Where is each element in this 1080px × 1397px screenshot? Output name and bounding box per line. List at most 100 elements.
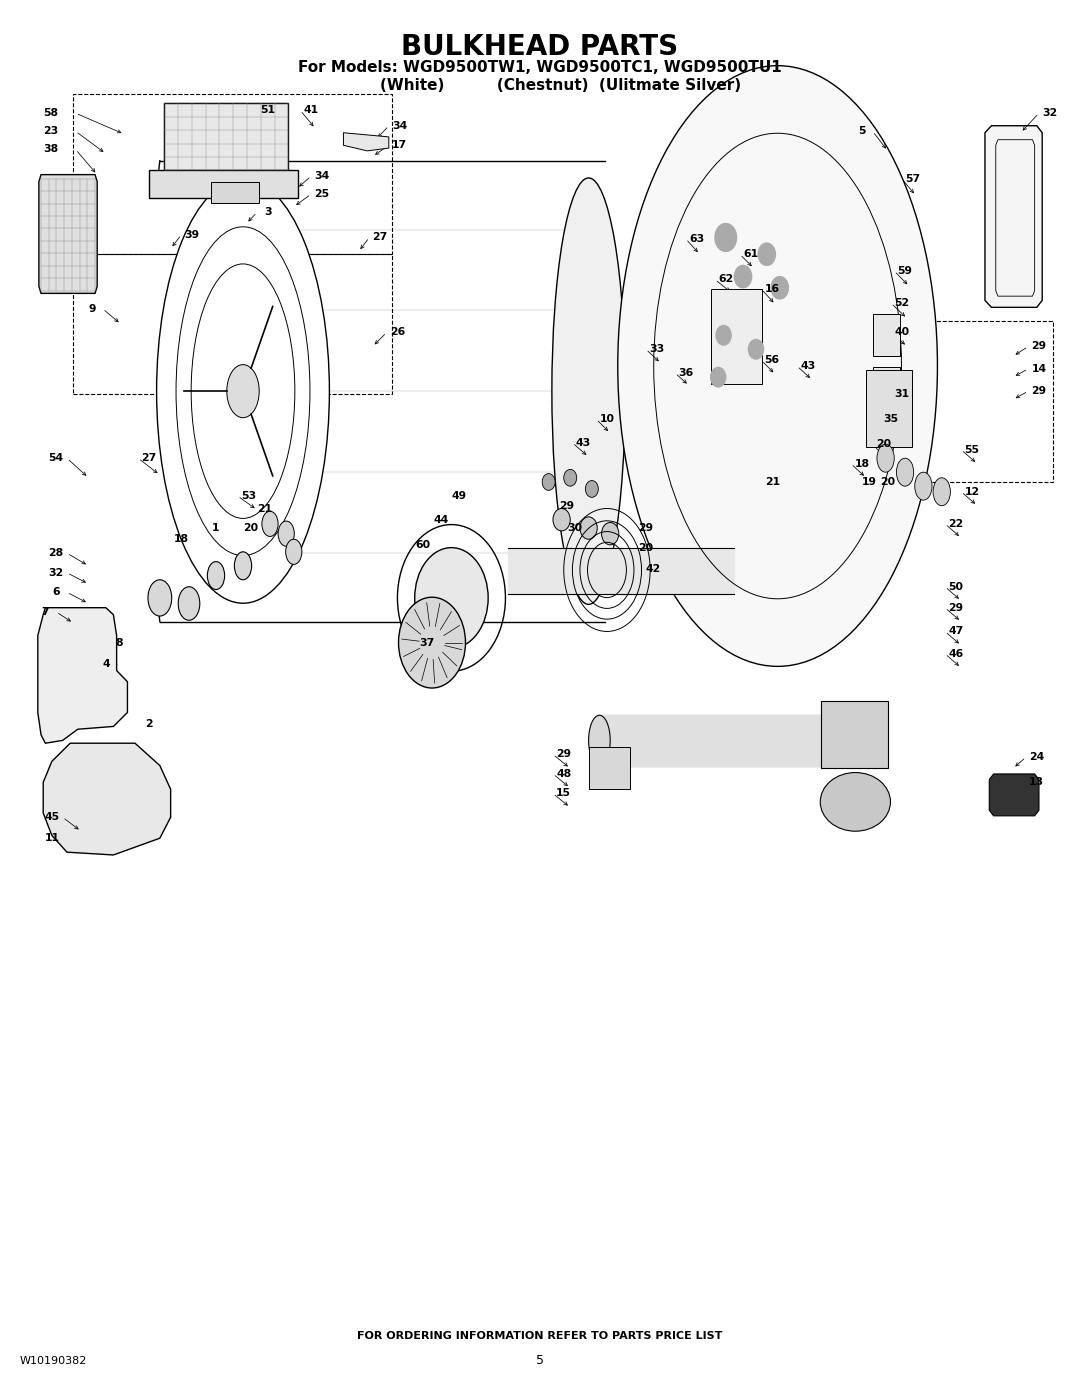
Text: 20: 20 bbox=[243, 522, 258, 534]
Text: 2: 2 bbox=[145, 718, 153, 729]
Text: 7: 7 bbox=[41, 606, 50, 617]
Text: 22: 22 bbox=[948, 518, 963, 529]
Text: 18: 18 bbox=[854, 458, 869, 469]
Text: 1: 1 bbox=[213, 522, 219, 534]
Text: 18: 18 bbox=[174, 534, 189, 545]
Text: 43: 43 bbox=[576, 437, 591, 448]
Circle shape bbox=[716, 326, 731, 345]
Ellipse shape bbox=[261, 511, 279, 536]
Text: 33: 33 bbox=[649, 344, 664, 355]
Text: 39: 39 bbox=[185, 229, 200, 240]
Ellipse shape bbox=[227, 365, 259, 418]
Text: 55: 55 bbox=[964, 444, 980, 455]
Text: 30: 30 bbox=[567, 522, 582, 534]
Ellipse shape bbox=[552, 177, 625, 605]
Text: 62: 62 bbox=[718, 274, 733, 285]
Circle shape bbox=[711, 367, 726, 387]
Text: 32: 32 bbox=[49, 567, 64, 578]
Ellipse shape bbox=[933, 478, 950, 506]
Bar bbox=[73, 254, 392, 394]
Text: 35: 35 bbox=[883, 414, 899, 425]
Text: 52: 52 bbox=[894, 298, 909, 309]
Text: 10: 10 bbox=[599, 414, 615, 425]
Polygon shape bbox=[989, 774, 1039, 816]
Bar bbox=[211, 182, 259, 203]
Circle shape bbox=[564, 469, 577, 486]
Text: 63: 63 bbox=[689, 233, 704, 244]
Text: 23: 23 bbox=[43, 126, 58, 137]
Text: 34: 34 bbox=[314, 170, 329, 182]
Text: 29: 29 bbox=[948, 602, 963, 613]
Bar bbox=[164, 103, 288, 170]
Circle shape bbox=[585, 481, 598, 497]
Text: 42: 42 bbox=[646, 563, 661, 574]
Ellipse shape bbox=[877, 444, 894, 472]
Bar bbox=[73, 94, 392, 254]
Text: 59: 59 bbox=[897, 265, 913, 277]
Bar bbox=[589, 747, 630, 789]
Circle shape bbox=[734, 265, 752, 288]
Text: 6: 6 bbox=[52, 587, 60, 598]
Text: 31: 31 bbox=[894, 388, 909, 400]
Text: 14: 14 bbox=[1031, 363, 1047, 374]
Text: 16: 16 bbox=[765, 284, 780, 295]
Circle shape bbox=[542, 474, 555, 490]
Text: 17: 17 bbox=[392, 140, 407, 151]
Text: 40: 40 bbox=[894, 327, 909, 338]
Circle shape bbox=[771, 277, 788, 299]
Circle shape bbox=[602, 522, 619, 545]
Text: 29: 29 bbox=[1031, 341, 1047, 352]
Text: 49: 49 bbox=[451, 490, 467, 502]
Ellipse shape bbox=[234, 552, 252, 580]
Text: 51: 51 bbox=[260, 105, 275, 116]
Polygon shape bbox=[38, 608, 127, 743]
Text: 61: 61 bbox=[743, 249, 758, 260]
Text: 25: 25 bbox=[314, 189, 329, 200]
Text: BULKHEAD PARTS: BULKHEAD PARTS bbox=[402, 34, 678, 61]
Text: 48: 48 bbox=[556, 768, 571, 780]
Circle shape bbox=[748, 339, 764, 359]
Text: 45: 45 bbox=[44, 812, 59, 823]
Text: 60: 60 bbox=[416, 539, 431, 550]
Bar bbox=[873, 314, 900, 356]
Polygon shape bbox=[985, 126, 1042, 307]
Ellipse shape bbox=[207, 562, 225, 590]
Text: 4: 4 bbox=[102, 658, 110, 669]
Text: 29: 29 bbox=[559, 500, 575, 511]
Text: 11: 11 bbox=[44, 833, 59, 844]
Text: 5: 5 bbox=[859, 126, 865, 137]
Text: For Models: WGD9500TW1, WGD9500TC1, WGD9500TU1: For Models: WGD9500TW1, WGD9500TC1, WGD9… bbox=[298, 60, 782, 74]
Text: 8: 8 bbox=[116, 637, 122, 648]
Ellipse shape bbox=[157, 179, 329, 604]
Text: 53: 53 bbox=[241, 490, 256, 502]
Ellipse shape bbox=[399, 597, 465, 689]
Text: 20: 20 bbox=[876, 439, 891, 450]
Text: 20: 20 bbox=[638, 542, 653, 553]
Bar bbox=[711, 289, 762, 384]
Text: 56: 56 bbox=[765, 355, 780, 366]
Text: 27: 27 bbox=[141, 453, 157, 464]
Text: 54: 54 bbox=[49, 453, 64, 464]
Ellipse shape bbox=[589, 715, 610, 766]
Text: 41: 41 bbox=[303, 105, 319, 116]
Circle shape bbox=[758, 243, 775, 265]
Ellipse shape bbox=[415, 548, 488, 648]
Ellipse shape bbox=[285, 539, 302, 564]
Circle shape bbox=[715, 224, 737, 251]
Ellipse shape bbox=[278, 521, 294, 546]
Bar bbox=[826, 321, 1053, 482]
Text: 29: 29 bbox=[638, 522, 653, 534]
Polygon shape bbox=[43, 743, 171, 855]
Text: 27: 27 bbox=[373, 232, 388, 243]
Ellipse shape bbox=[821, 773, 890, 831]
Text: 32: 32 bbox=[1042, 108, 1057, 119]
Text: 12: 12 bbox=[964, 486, 980, 497]
Text: 34: 34 bbox=[392, 120, 407, 131]
Bar bbox=[149, 170, 298, 198]
Text: 21: 21 bbox=[257, 503, 272, 514]
Circle shape bbox=[580, 517, 597, 539]
Text: 21: 21 bbox=[765, 476, 780, 488]
Ellipse shape bbox=[896, 458, 914, 486]
Polygon shape bbox=[343, 133, 389, 151]
Text: 43: 43 bbox=[800, 360, 815, 372]
